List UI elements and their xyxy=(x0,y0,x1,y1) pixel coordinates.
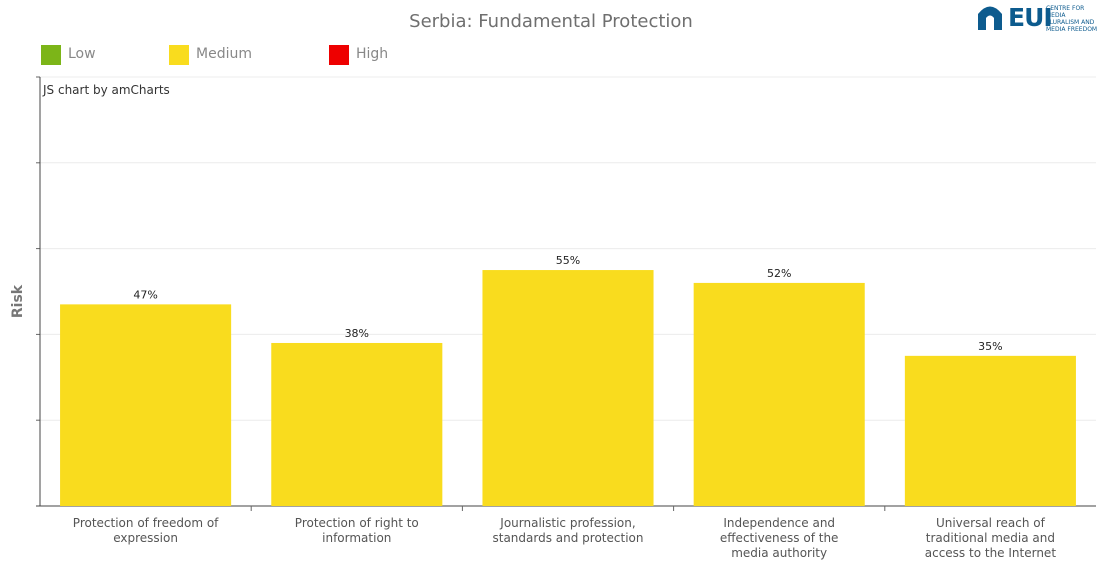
dome-icon xyxy=(978,6,1002,30)
legend-label-low: Low xyxy=(68,46,96,62)
amcharts-credit-link[interactable]: JS chart by amCharts xyxy=(43,83,170,97)
x-tick-label: Independence and effectiveness of the me… xyxy=(719,516,839,560)
bar xyxy=(60,304,232,506)
bar-value-label: 55% xyxy=(556,254,580,267)
logo-wordmark: EUI xyxy=(1008,3,1053,32)
eui-logo: EUI CENTRE FOR MEDIA PLURALISM AND MEDIA… xyxy=(975,1,1100,33)
legend-swatch-high xyxy=(329,45,349,65)
logo-subtitle: CENTRE FOR MEDIA PLURALISM AND MEDIA FRE… xyxy=(1046,5,1098,33)
y-axis-label: Risk xyxy=(10,284,26,318)
x-tick-label: Protection of right to information xyxy=(294,516,419,545)
x-tick-label: Journalistic profession, standards and p… xyxy=(492,516,644,545)
bar xyxy=(271,342,443,506)
bar-value-label: 38% xyxy=(345,327,369,340)
x-tick-label: Universal reach of traditional media and… xyxy=(924,516,1057,560)
legend-swatch-medium xyxy=(169,45,189,65)
bar-value-label: 52% xyxy=(767,267,791,280)
bar xyxy=(693,282,865,506)
bar-value-label: 35% xyxy=(978,340,1002,353)
bar xyxy=(904,355,1076,506)
legend-label-medium: Medium xyxy=(196,46,252,62)
chart-title: Serbia: Fundamental Protection xyxy=(409,11,693,32)
x-tick-label: Protection of freedom of expression xyxy=(72,516,219,545)
bar-value-label: 47% xyxy=(133,288,157,301)
legend-swatch-low xyxy=(41,45,61,65)
bar xyxy=(482,270,654,506)
legend-label-high: High xyxy=(356,46,389,62)
